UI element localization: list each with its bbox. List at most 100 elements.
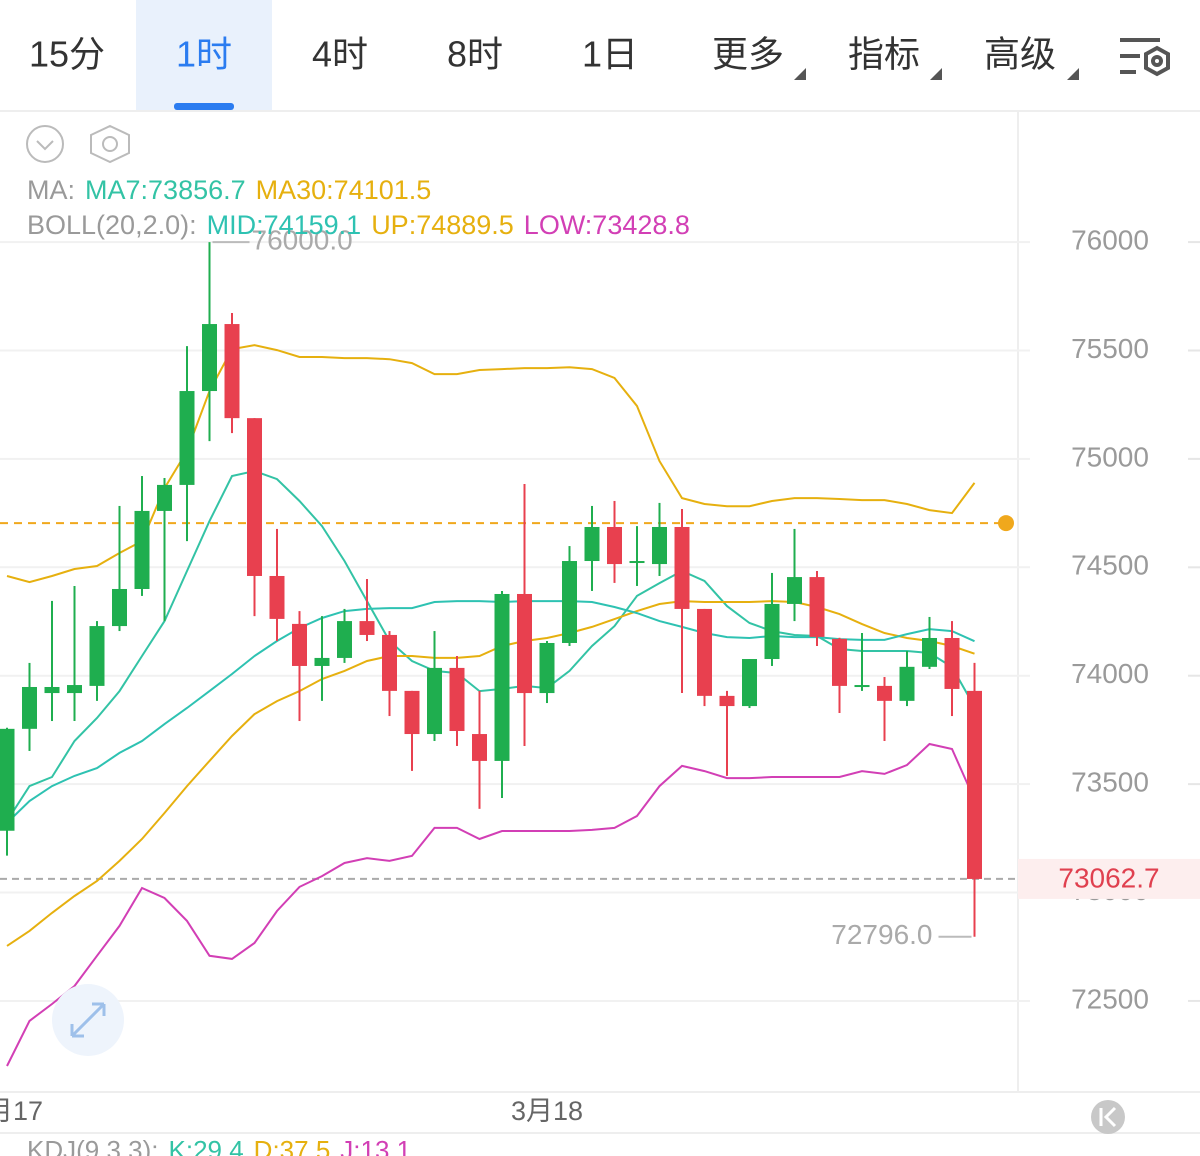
tab[interactable]: 15分 bbox=[29, 34, 105, 75]
candle-body bbox=[337, 621, 352, 658]
candle-body bbox=[67, 685, 82, 694]
candle-body bbox=[179, 391, 195, 485]
y-tick-label: 74000 bbox=[1071, 658, 1149, 689]
indicator-value: J:13.1 bbox=[340, 1135, 411, 1156]
dropdown-arrow bbox=[930, 68, 942, 80]
candle-body bbox=[44, 686, 60, 694]
legend-row: BOLL(20,2.0): MID:74159.1 UP:74889.5 LOW:73… bbox=[27, 210, 690, 240]
active-tab-bg bbox=[136, 0, 272, 110]
candle-body bbox=[922, 637, 937, 667]
candle-body bbox=[539, 642, 555, 694]
chart-settings-icon[interactable] bbox=[90, 124, 130, 164]
active-tab-indicator bbox=[174, 103, 234, 110]
indicator-value: K:29.4 bbox=[169, 1135, 244, 1156]
candle-body bbox=[89, 626, 105, 686]
icon-glyph bbox=[1099, 1106, 1117, 1128]
candle-body bbox=[427, 667, 442, 735]
candle-body bbox=[22, 686, 37, 729]
y-tick-label: 75500 bbox=[1071, 333, 1149, 364]
icon-dot bbox=[1151, 55, 1163, 67]
x-tick-label: 3月18 bbox=[511, 1096, 583, 1126]
candle-body bbox=[314, 657, 330, 666]
candle-body bbox=[652, 526, 667, 565]
tab[interactable]: 4时 bbox=[312, 34, 368, 75]
candle-body bbox=[854, 685, 870, 688]
x-tick-label: 3月17 bbox=[0, 1096, 43, 1126]
legend-entry: LOW:73428.8 bbox=[524, 210, 690, 240]
candle-body bbox=[742, 659, 757, 707]
legend-group-label: MA: bbox=[27, 175, 75, 205]
tab[interactable]: 高级 bbox=[984, 34, 1056, 75]
candle-body bbox=[697, 608, 712, 696]
alert-dot bbox=[998, 515, 1014, 532]
tab-arrows bbox=[794, 68, 1079, 80]
icon-chevron bbox=[36, 140, 54, 151]
indicator-label: KDJ(9,3,3): bbox=[27, 1135, 159, 1156]
tab[interactable]: 指标 bbox=[848, 34, 920, 75]
candle-body bbox=[202, 324, 217, 392]
legend-entry: MID:74159.1 bbox=[207, 210, 362, 240]
last-price-box bbox=[1018, 858, 1200, 899]
candle-body bbox=[877, 685, 892, 701]
scroll-start-icon[interactable] bbox=[1091, 1100, 1125, 1134]
legend-entry: MA30:74101.5 bbox=[256, 175, 432, 205]
icon-hexagon bbox=[1144, 45, 1170, 77]
expand-icon[interactable] bbox=[52, 984, 124, 1056]
y-tick-label: 74500 bbox=[1071, 550, 1149, 581]
candle-body bbox=[584, 526, 600, 562]
extreme-label: 76000.0 bbox=[252, 224, 353, 255]
candle-body bbox=[494, 593, 510, 761]
tab[interactable]: 1时 bbox=[176, 34, 232, 75]
indicator-line bbox=[6, 344, 976, 584]
legend-entry: UP:74889.5 bbox=[371, 210, 514, 240]
tab[interactable]: 1日 bbox=[582, 34, 638, 75]
candle-body bbox=[157, 484, 172, 511]
candle-body bbox=[472, 734, 487, 761]
candle-body bbox=[359, 621, 375, 635]
collapse-icon[interactable] bbox=[26, 125, 64, 163]
candle-body bbox=[607, 526, 622, 565]
candle-body bbox=[404, 690, 420, 735]
tab[interactable]: 更多 bbox=[712, 34, 784, 75]
indicator-line bbox=[6, 742, 976, 1067]
y-tick-label: 76000 bbox=[1071, 224, 1149, 255]
candle-body bbox=[112, 588, 127, 627]
icon-hexagon bbox=[90, 124, 130, 164]
legend-group-label: BOLL(20,2.0): bbox=[27, 210, 197, 240]
candle-body bbox=[134, 510, 150, 589]
tab[interactable]: 8时 bbox=[447, 34, 503, 75]
candle-body bbox=[0, 728, 15, 831]
candle-body bbox=[562, 561, 577, 643]
candle-body bbox=[382, 634, 397, 691]
legend-entry: MA7:73856.7 bbox=[85, 175, 246, 205]
extreme-label: 72796.0 bbox=[831, 919, 932, 950]
candle-body bbox=[967, 690, 982, 879]
settings-icon[interactable] bbox=[1120, 38, 1170, 77]
icon-arrows bbox=[70, 1002, 106, 1038]
dropdown-arrow bbox=[794, 68, 806, 80]
y-tick-label: 72500 bbox=[1071, 983, 1149, 1014]
y-tick-label: 75000 bbox=[1071, 441, 1149, 472]
candle-body bbox=[449, 667, 465, 732]
candle-body bbox=[247, 418, 262, 576]
icon-circle bbox=[26, 125, 64, 163]
candle-body bbox=[224, 324, 240, 419]
legend-row: MA: MA7:73856.7 MA30:74101.5 bbox=[27, 175, 431, 205]
dropdown-arrow bbox=[1067, 68, 1079, 80]
candle-body bbox=[787, 577, 802, 604]
candle-body bbox=[517, 593, 532, 694]
candle-body bbox=[899, 666, 915, 701]
candle-body bbox=[674, 526, 690, 609]
indicator-row: KDJ(9,3,3): K:29.4 D:37.5 J:13.1 bbox=[27, 1135, 411, 1156]
candle-body bbox=[269, 575, 285, 619]
candle-body bbox=[832, 638, 847, 686]
icon-dot bbox=[102, 136, 118, 152]
plot: 7250073000735007400074500750007550076000… bbox=[0, 175, 1200, 1156]
candle-body bbox=[629, 561, 645, 564]
indicator-line bbox=[6, 600, 975, 824]
y-tick-label: 73500 bbox=[1071, 767, 1149, 798]
candle-body bbox=[719, 695, 735, 707]
